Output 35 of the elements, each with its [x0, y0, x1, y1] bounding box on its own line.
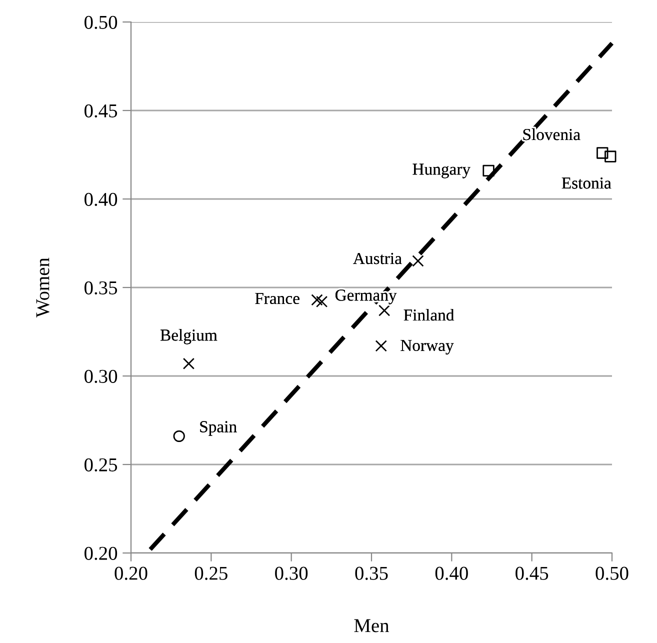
- x-tick-label: 0.35: [355, 566, 388, 580]
- x-tick-label: 0.20: [114, 566, 148, 580]
- point: [412, 255, 424, 267]
- annotation: Hungary: [412, 164, 470, 178]
- x-tick-label: 0.40: [435, 566, 468, 580]
- annotation: Norway: [400, 340, 454, 354]
- point: [173, 430, 185, 442]
- point: [378, 304, 390, 316]
- point: [596, 147, 608, 159]
- y-tick-label: 0.45: [84, 104, 118, 118]
- annotation: Belgium: [160, 329, 218, 344]
- point: [316, 296, 328, 308]
- x-axis-title: Men: [354, 619, 390, 632]
- point: [182, 358, 195, 370]
- y-tick-label: 0.50: [84, 16, 118, 30]
- point: [482, 164, 494, 177]
- y-axis-title: Women: [36, 258, 50, 318]
- annotation: Slovenia: [523, 128, 580, 140]
- x-tick-label: 0.45: [516, 566, 548, 580]
- point: [311, 294, 323, 306]
- annotation: Spain: [200, 421, 237, 436]
- y-tick-label: 0.30: [84, 370, 118, 384]
- y-tick-label: 0.35: [84, 281, 118, 295]
- x-tick-label: 0.25: [194, 566, 228, 580]
- point: [375, 340, 387, 352]
- annotation: Finland: [404, 308, 454, 321]
- annotation: France: [255, 292, 300, 304]
- annotation: Estonia: [562, 177, 612, 189]
- y-tick-label: 0.25: [84, 458, 118, 472]
- y-tick-label: 0.20: [84, 546, 118, 560]
- x-tick-label: 0.50: [596, 566, 628, 580]
- annotation: Austria: [353, 252, 402, 264]
- point: [604, 150, 616, 162]
- x-tick-label: 0.30: [275, 566, 308, 580]
- y-tick-label: 0.40: [84, 192, 118, 206]
